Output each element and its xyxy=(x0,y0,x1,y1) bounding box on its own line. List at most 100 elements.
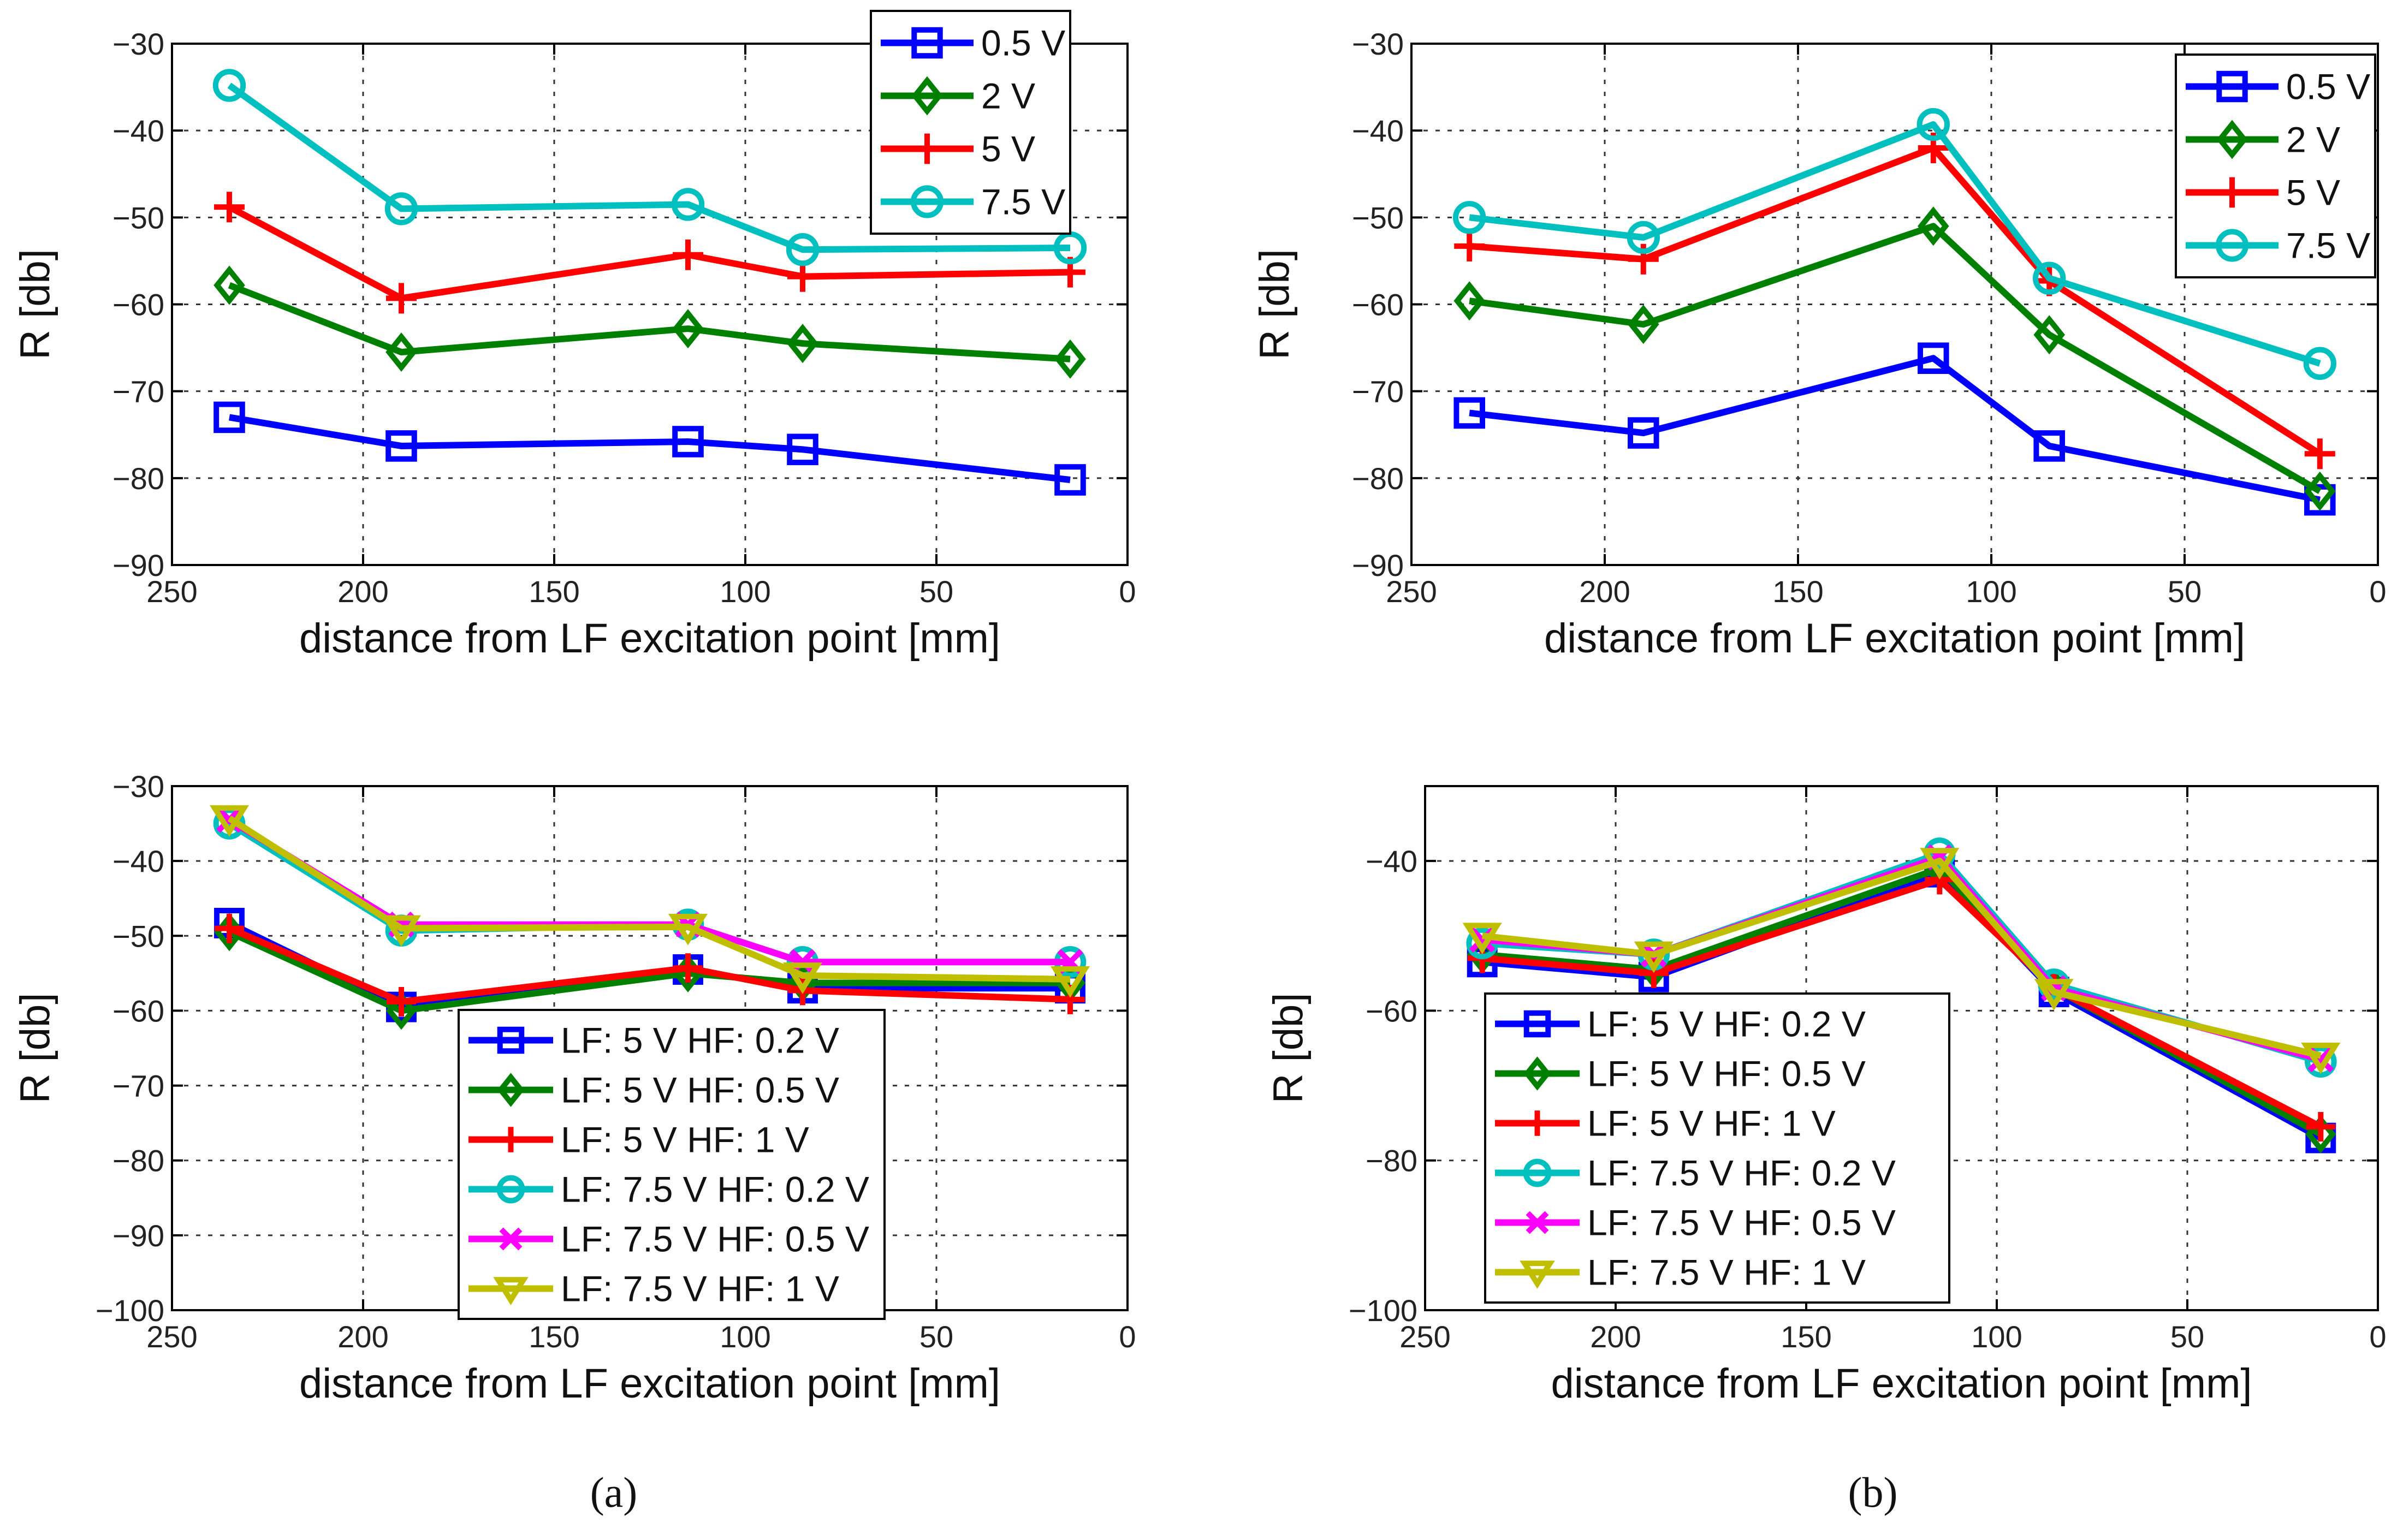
data-point xyxy=(1054,339,1086,379)
legend-box xyxy=(2175,53,2376,278)
data-point xyxy=(1453,397,1485,429)
legend-marker xyxy=(1523,1010,1551,1038)
x-tick-label: 150 xyxy=(1781,1319,1831,1354)
data-point xyxy=(786,233,820,266)
y-tick-label: −30 xyxy=(112,27,164,61)
x-tick-label: 0 xyxy=(2369,574,2386,609)
legend-marker xyxy=(1524,1110,1550,1136)
legend: LF: 5 V HF: 0.2 V LF: 5 V HF: 0.5 V LF: 5 … xyxy=(1484,992,1950,1304)
legend-marker xyxy=(1523,1158,1552,1187)
legend-entry: LF: 7.5 V HF: 0.5 V xyxy=(561,1219,869,1259)
x-tick-label: 250 xyxy=(146,1319,197,1354)
chart-top-left: 250 200 150 100 50 0 −30 −40 −50 −60 −70 −80 −90 dist… xyxy=(12,10,1136,662)
data-point xyxy=(2306,1112,2336,1141)
legend-box xyxy=(458,1009,886,1320)
legend-entry: LF: 5 V HF: 0.5 V xyxy=(561,1070,839,1110)
x-axis-label: distance from LF excitation point [mm] xyxy=(1544,615,2245,662)
y-tick-label: −40 xyxy=(112,844,164,878)
x-axis-label: distance from LF excitation point [mm] xyxy=(1551,1360,2252,1407)
y-tick-label: −50 xyxy=(112,919,164,953)
y-axis-label: R [db] xyxy=(12,993,58,1104)
data-point xyxy=(787,324,818,364)
x-tick-label: 0 xyxy=(1119,574,1136,609)
x-tick-label: 50 xyxy=(919,574,953,609)
legend-entry: 2 V xyxy=(981,76,1035,116)
x-axis-label: distance from LF excitation point [mm] xyxy=(299,1360,1000,1407)
legend-marker xyxy=(910,185,944,218)
data-point xyxy=(782,962,823,994)
legend-entry: LF: 7.5 V HF: 0.2 V xyxy=(561,1169,869,1210)
legend: LF: 5 V HF: 0.2 V LF: 5 V HF: 0.5 V LF: 5 … xyxy=(458,1009,886,1320)
chart-bottom-left: 250 200 150 100 50 0 −30 −40 −50 −60 −70 −80 −90 −100… xyxy=(12,769,1136,1407)
data-point xyxy=(787,261,818,292)
x-axis-label: distance from LF excitation point [mm] xyxy=(299,615,1000,662)
x-tick-label: 100 xyxy=(720,1319,770,1354)
data-point xyxy=(2034,979,2074,1010)
legend-entry: 0.5 V xyxy=(2286,67,2370,107)
x-tick-label: 0 xyxy=(1119,1319,1136,1354)
data-point xyxy=(213,401,245,433)
data-point xyxy=(672,426,704,457)
x-tick-label: 150 xyxy=(1772,574,1823,609)
series-3 xyxy=(1453,108,2336,380)
legend-marker xyxy=(1526,1211,1549,1234)
legend-marker xyxy=(911,76,943,116)
x-tick-label: 200 xyxy=(1590,1319,1641,1354)
data-point xyxy=(386,283,417,314)
legend-entry: LF: 5 V HF: 0.2 V xyxy=(561,1020,839,1061)
data-point xyxy=(672,309,704,349)
y-tick-label: −40 xyxy=(1366,844,1417,878)
data-point xyxy=(214,192,245,223)
x-tick-label: 250 xyxy=(1386,574,1437,609)
legend-entry: 2 V xyxy=(2286,120,2340,160)
legend-marker xyxy=(498,1127,524,1152)
data-point xyxy=(2304,438,2335,469)
series-2 xyxy=(214,192,1085,314)
data-point xyxy=(209,805,250,837)
legend-marker xyxy=(1523,1056,1551,1091)
y-tick-label: −90 xyxy=(1352,548,1404,582)
series-line xyxy=(228,282,1071,362)
legend-marker xyxy=(2216,70,2248,103)
legend-entry: LF: 5 V HF: 0.5 V xyxy=(1587,1054,1866,1094)
legend-marker xyxy=(497,1073,525,1107)
y-tick-label: −60 xyxy=(112,994,164,1028)
data-point xyxy=(1454,230,1485,261)
x-tick-label: 250 xyxy=(1399,1319,1450,1354)
series-0 xyxy=(1453,342,2336,516)
caption-b: (b) xyxy=(1848,1468,1898,1516)
y-tick-label: −40 xyxy=(112,114,164,148)
legend-entry: 7.5 V xyxy=(981,182,1065,222)
series-1 xyxy=(213,265,1086,379)
legend-marker xyxy=(1520,1260,1555,1289)
x-tick-label: 250 xyxy=(146,574,197,609)
data-point xyxy=(1634,941,1674,973)
x-tick-label: 100 xyxy=(1966,574,2016,609)
data-point xyxy=(673,953,703,983)
y-tick-label: −50 xyxy=(112,200,164,235)
x-tick-label: 200 xyxy=(1579,574,1630,609)
data-point xyxy=(1453,201,1486,234)
data-point xyxy=(1628,417,1659,449)
y-tick-label: −100 xyxy=(96,1293,164,1328)
legend-marker xyxy=(497,1026,525,1054)
y-axis-label: R [db] xyxy=(1265,993,1312,1104)
legend-entry: LF: 7.5 V HF: 0.2 V xyxy=(1587,1153,1896,1193)
data-point xyxy=(215,913,244,943)
data-point xyxy=(2303,347,2336,380)
x-tick-label: 50 xyxy=(2168,574,2202,609)
legend-entry: LF: 7.5 V HF: 0.5 V xyxy=(1587,1203,1896,1243)
data-point xyxy=(1050,966,1090,998)
data-point xyxy=(387,986,416,1016)
legend: 0.5 V 2 V 5 V 7.5 V xyxy=(2175,53,2376,278)
series-line xyxy=(1482,858,2322,1059)
series-line xyxy=(227,82,1071,253)
data-point xyxy=(1453,281,1486,321)
y-tick-label: −60 xyxy=(1366,994,1417,1028)
y-tick-label: −90 xyxy=(112,548,164,582)
x-tick-label: 100 xyxy=(1971,1319,2022,1354)
data-point xyxy=(384,192,418,225)
x-tick-label: 50 xyxy=(2170,1319,2204,1354)
data-point xyxy=(1627,305,1659,344)
